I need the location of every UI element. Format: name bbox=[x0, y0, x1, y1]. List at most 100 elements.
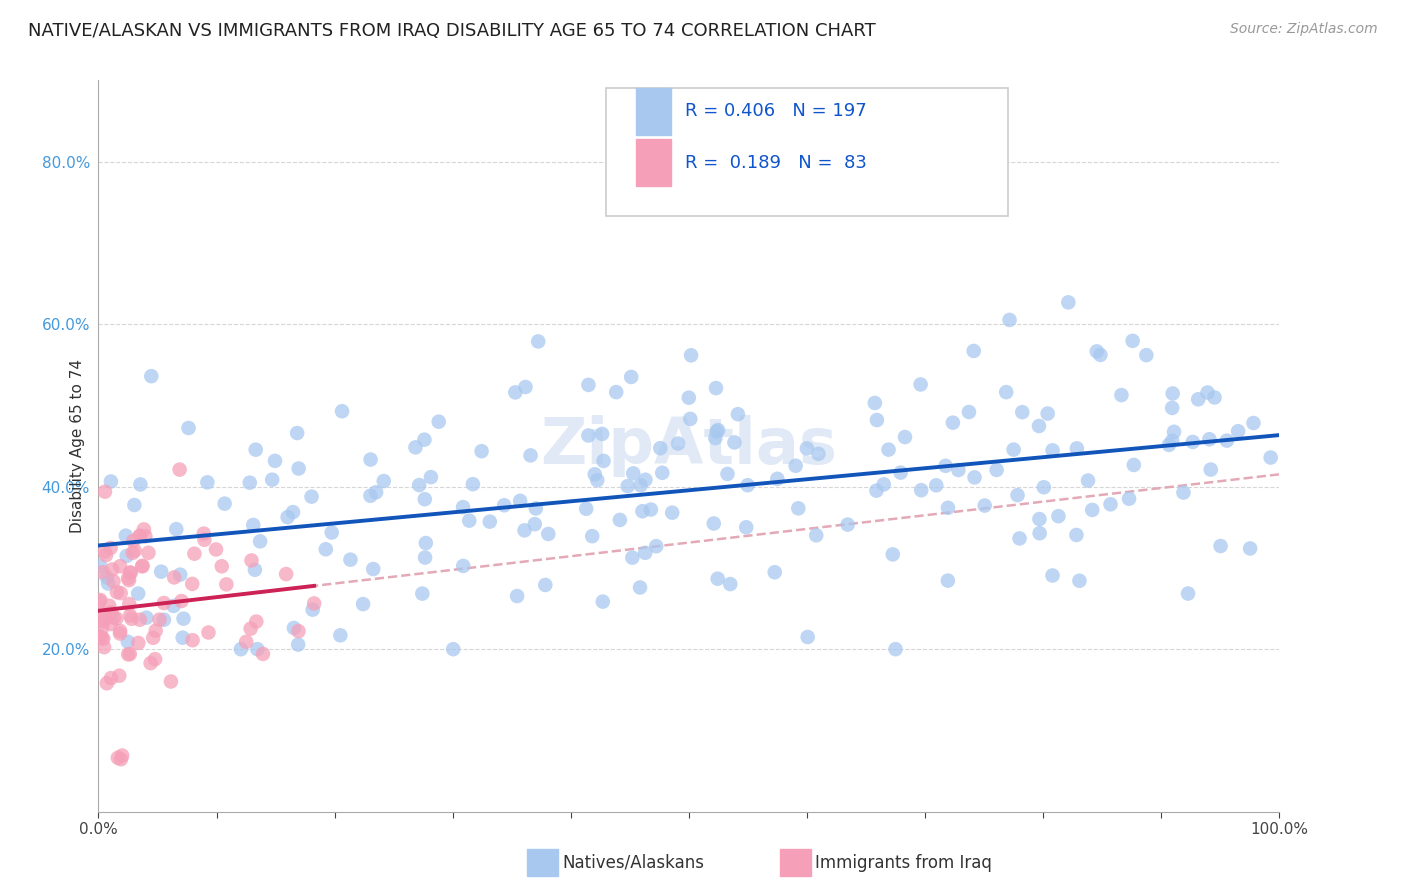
Point bbox=[621, 550, 644, 565]
Point bbox=[287, 638, 309, 652]
Point bbox=[105, 585, 128, 599]
Point bbox=[211, 559, 233, 574]
Point bbox=[628, 581, 651, 595]
Point bbox=[127, 636, 149, 650]
Point bbox=[115, 549, 138, 563]
Point bbox=[451, 500, 474, 515]
Point bbox=[129, 477, 152, 491]
Point bbox=[936, 574, 959, 588]
Point bbox=[605, 385, 627, 400]
Point bbox=[910, 377, 932, 392]
Text: Source: ZipAtlas.com: Source: ZipAtlas.com bbox=[1230, 22, 1378, 37]
Point bbox=[239, 622, 262, 636]
Point bbox=[96, 676, 118, 690]
Point bbox=[796, 630, 818, 644]
Point bbox=[315, 542, 337, 557]
Point bbox=[1008, 532, 1031, 546]
Text: ZipAtlas: ZipAtlas bbox=[540, 415, 838, 477]
Point bbox=[706, 572, 728, 586]
Point bbox=[132, 522, 155, 536]
Point bbox=[111, 748, 134, 763]
Point bbox=[287, 624, 309, 639]
Point bbox=[1122, 334, 1144, 348]
Point bbox=[1173, 485, 1195, 500]
Point bbox=[118, 647, 141, 661]
Point bbox=[723, 435, 745, 450]
Point bbox=[100, 606, 122, 620]
Point bbox=[478, 515, 501, 529]
Point bbox=[1036, 407, 1059, 421]
Point bbox=[1187, 392, 1209, 407]
Point bbox=[441, 642, 464, 657]
Point bbox=[94, 484, 117, 499]
Point bbox=[177, 421, 200, 435]
Point bbox=[114, 528, 136, 542]
Point bbox=[87, 629, 110, 643]
Point bbox=[245, 615, 267, 629]
Point bbox=[105, 611, 128, 625]
Point bbox=[285, 425, 308, 440]
Point bbox=[181, 577, 204, 591]
Point bbox=[651, 466, 673, 480]
Point bbox=[117, 634, 139, 648]
Point bbox=[1199, 462, 1222, 476]
Point bbox=[181, 633, 204, 648]
Point bbox=[153, 613, 176, 627]
Point bbox=[963, 343, 986, 358]
Point bbox=[1111, 388, 1133, 402]
Point bbox=[1197, 385, 1219, 400]
Point bbox=[91, 566, 114, 580]
Point bbox=[592, 594, 614, 608]
Point bbox=[124, 498, 146, 512]
Point bbox=[197, 625, 219, 640]
Point bbox=[616, 479, 638, 493]
Point bbox=[91, 631, 114, 645]
Point bbox=[128, 613, 150, 627]
Point bbox=[737, 478, 759, 492]
Point bbox=[97, 576, 120, 591]
Point bbox=[127, 586, 149, 600]
Point bbox=[138, 546, 160, 560]
Point bbox=[321, 525, 343, 540]
Point bbox=[415, 536, 437, 550]
Point bbox=[91, 632, 114, 646]
Point bbox=[302, 597, 325, 611]
Point bbox=[169, 567, 191, 582]
Point bbox=[1122, 458, 1144, 472]
Point bbox=[329, 628, 352, 642]
Point bbox=[197, 475, 219, 490]
Point bbox=[359, 489, 381, 503]
Point bbox=[513, 524, 536, 538]
Point bbox=[934, 458, 956, 473]
Point bbox=[262, 473, 284, 487]
Text: Immigrants from Iraq: Immigrants from Iraq bbox=[815, 854, 993, 871]
Point bbox=[143, 652, 166, 666]
Point bbox=[100, 616, 122, 631]
Point bbox=[413, 492, 436, 507]
Point bbox=[661, 506, 683, 520]
Point bbox=[936, 500, 959, 515]
Point bbox=[100, 541, 122, 555]
Point bbox=[645, 539, 668, 553]
Point bbox=[763, 566, 786, 580]
Point bbox=[301, 490, 323, 504]
Point bbox=[366, 485, 388, 500]
Point bbox=[575, 501, 598, 516]
Point bbox=[91, 621, 114, 635]
Point bbox=[910, 483, 932, 498]
Point bbox=[727, 407, 749, 421]
Point bbox=[1177, 586, 1199, 600]
Point bbox=[165, 522, 187, 536]
Point bbox=[413, 433, 436, 447]
Point bbox=[704, 431, 727, 445]
Point bbox=[1161, 401, 1184, 415]
Point bbox=[93, 615, 115, 629]
Point bbox=[679, 412, 702, 426]
Point bbox=[121, 546, 143, 560]
Point bbox=[135, 610, 157, 624]
Point bbox=[131, 558, 153, 573]
Point bbox=[877, 442, 900, 457]
Point bbox=[620, 370, 643, 384]
Point bbox=[703, 516, 725, 531]
Point bbox=[591, 426, 613, 441]
